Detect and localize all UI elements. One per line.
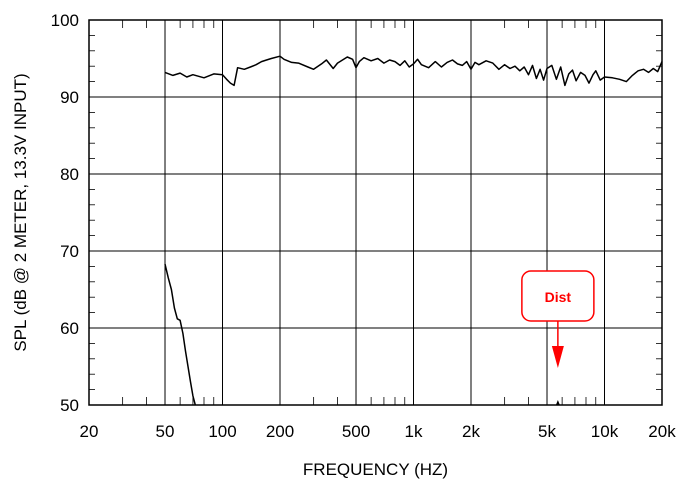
x-tick-label: 500 <box>342 422 370 441</box>
x-tick-label: 50 <box>156 422 175 441</box>
y-axis-title: SPL (dB @ 2 METER, 13.3V INPUT) <box>11 73 30 351</box>
y-tick-label: 80 <box>60 165 79 184</box>
dist-callout-label: Dist <box>545 289 572 305</box>
y-tick-label: 90 <box>60 88 79 107</box>
x-axis-title: FREQUENCY (HZ) <box>303 460 448 479</box>
y-tick-label: 70 <box>60 242 79 261</box>
x-tick-labels: 20 50 100 200 500 1k 2k 5k 10k 20k <box>80 422 677 441</box>
x-tick-label: 100 <box>208 422 236 441</box>
series-layer <box>164 55 663 406</box>
x-tick-label: 20k <box>648 422 676 441</box>
dist-callout-arrowhead <box>551 346 564 368</box>
x-tick-label: 5k <box>538 422 556 441</box>
x-tick-label: 1k <box>405 422 423 441</box>
dist-marker <box>555 400 560 405</box>
y-tick-label: 100 <box>51 11 79 30</box>
x-tick-label: 10k <box>591 422 619 441</box>
y-tick-label: 60 <box>60 319 79 338</box>
series-line-spl <box>164 55 663 87</box>
x-tick-label: 200 <box>266 422 294 441</box>
x-tick-label: 20 <box>80 422 99 441</box>
series-line-dist <box>164 263 197 406</box>
y-tick-label: 50 <box>60 396 79 415</box>
dist-annotation: Dist <box>521 270 595 405</box>
y-tick-labels: 50 60 70 80 90 100 <box>51 11 79 415</box>
plot-frame <box>88 19 663 406</box>
x-tick-label: 2k <box>462 422 480 441</box>
